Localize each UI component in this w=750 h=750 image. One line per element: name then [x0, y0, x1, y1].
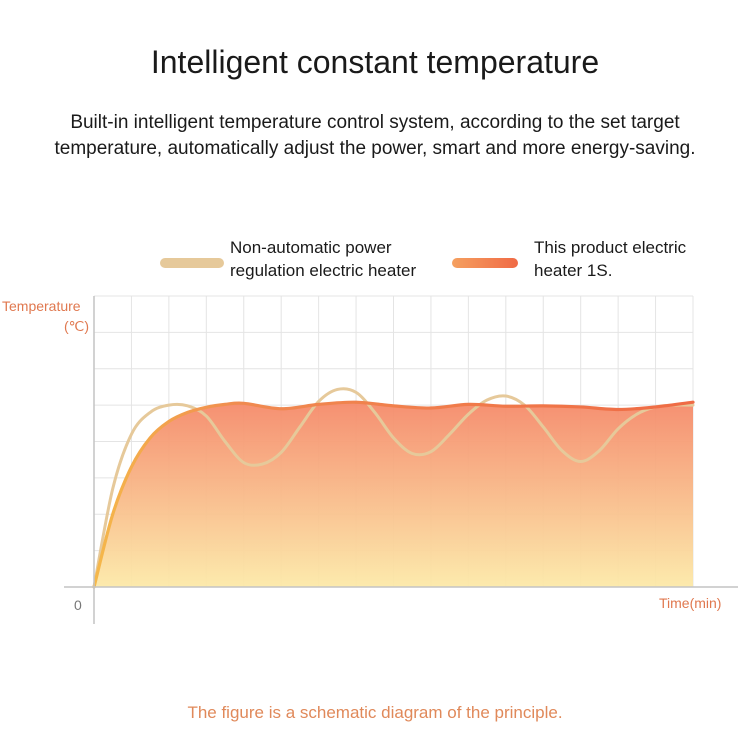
chart-area-layer — [94, 402, 693, 587]
page-title: Intelligent constant temperature — [150, 44, 600, 80]
series-line-this-product — [92, 400, 695, 589]
description-line-1: Built-in intelligent temperature control… — [70, 112, 680, 133]
legend-swatch-non-automatic — [160, 258, 224, 268]
legend-swatch-this-product — [452, 258, 518, 268]
y-axis-label: Temperature (℃) — [2, 298, 90, 334]
chart-line-layer — [92, 387, 695, 589]
series-area-this-product — [94, 402, 693, 587]
page-description: Built-in intelligent temperature control… — [0, 110, 750, 162]
description-line-2: temperature, automatically adjust the po… — [54, 138, 696, 159]
legend-label-this-product: This product electric heater 1S. — [534, 238, 687, 280]
legend-label-non-automatic: Non-automatic power regulation electric … — [230, 238, 417, 280]
origin-label: 0 — [74, 597, 82, 613]
x-axis-label: Time(min) — [659, 595, 722, 611]
footnote: The figure is a schematic diagram of the… — [187, 703, 563, 722]
chart-axes — [64, 296, 738, 624]
series-line-non-automatic — [92, 387, 695, 589]
